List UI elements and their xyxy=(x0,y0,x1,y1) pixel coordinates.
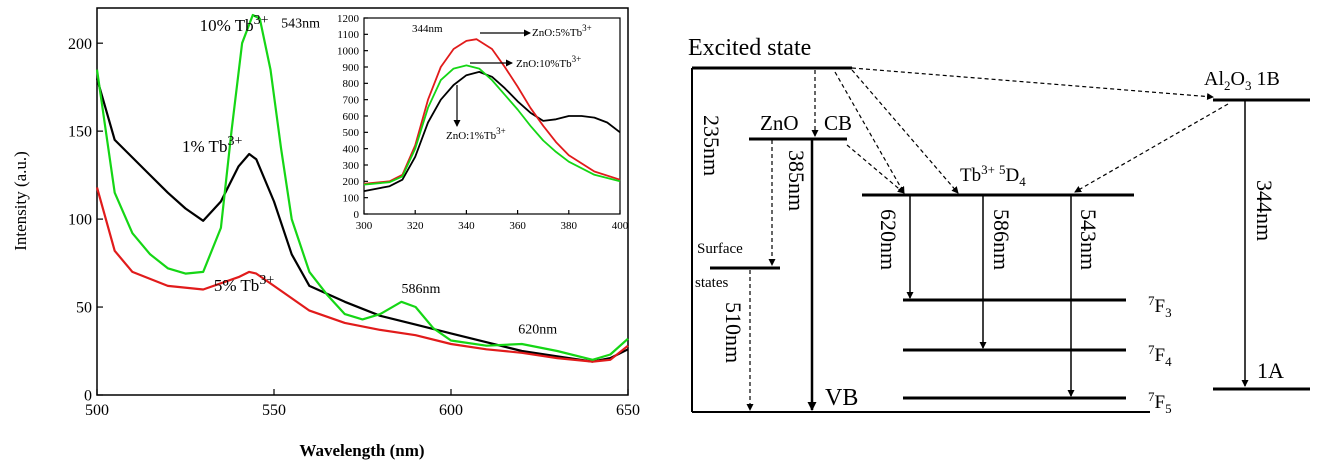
main-series-0 xyxy=(95,78,629,363)
inset-y-tick-label: 300 xyxy=(343,160,360,172)
main-y-tick-label: 100 xyxy=(68,212,92,229)
main-emission-chart: 500 550 600 650 0 50 100 150 200 10% Tb3+ 543nm 1%… xyxy=(11,7,640,460)
inset-1pct-label: ZnO:1%Tb3+ xyxy=(446,126,506,142)
arrow-excited-to-tb-a xyxy=(834,71,905,194)
main-x-tick-label: 600 xyxy=(439,402,463,419)
main-annotation: 1% Tb3+ xyxy=(182,134,243,156)
label-510nm: 510nm xyxy=(721,302,746,363)
energy-level-diagram: Excited state 235nm ZnO CB 385nm VB Surf… xyxy=(688,35,1310,416)
main-annotation: 543nm xyxy=(281,16,320,31)
f3-label: 7F3 xyxy=(1148,293,1172,320)
inset-y-tick-label: 200 xyxy=(343,176,360,188)
main-series-2 xyxy=(95,13,629,361)
inset-y-tick-label: 600 xyxy=(343,111,360,123)
inset-y-tick-label: 1100 xyxy=(337,29,359,41)
surface-label-2: states xyxy=(695,275,728,291)
inset-y-tick-label: 700 xyxy=(343,95,360,107)
main-annotations: 10% Tb3+ 543nm 1% Tb3+ 5% Tb3+ 586nm 620nm xyxy=(182,13,557,338)
arrow-excited-to-al2o3 xyxy=(851,67,1214,101)
inset-excitation-chart: 300 320 340 360 380 400 0 100 200 300 400 500 600 700… xyxy=(337,13,629,232)
label-385nm: 385nm xyxy=(784,150,809,211)
inset-y-tick-label: 800 xyxy=(343,78,360,90)
main-x-tick-label: 550 xyxy=(262,402,286,419)
inset-y-tick-label: 500 xyxy=(343,127,360,139)
zno-label: ZnO xyxy=(760,111,799,135)
main-x-tick-label: 500 xyxy=(85,402,109,419)
label-235nm: 235nm xyxy=(699,115,724,176)
inset-x-tick-label: 320 xyxy=(407,220,424,232)
f4-label: 7F4 xyxy=(1148,342,1172,369)
inset-y-tick-label: 1200 xyxy=(337,13,360,25)
f5-label: 7F5 xyxy=(1148,389,1172,416)
inset-y-tick-label: 400 xyxy=(343,144,360,156)
level-1a-label: 1A xyxy=(1257,358,1284,383)
inset-series-2 xyxy=(363,64,621,186)
inset-series-0 xyxy=(363,71,621,192)
inset-axis-ticks: 300 320 340 360 380 400 0 100 200 300 400 500 600 700… xyxy=(337,13,629,232)
excited-state-label: Excited state xyxy=(688,35,811,61)
label-586nm: 586nm xyxy=(989,209,1014,270)
main-annotation: 620nm xyxy=(518,322,557,337)
main-series-group xyxy=(95,13,629,363)
inset-10pct-label: ZnO:10%Tb3+ xyxy=(516,54,581,70)
inset-y-tick-label: 0 xyxy=(354,209,360,221)
al2o3-1b-label: Al2O3 1B xyxy=(1204,68,1280,93)
inset-x-tick-label: 340 xyxy=(458,220,475,232)
main-y-axis-label: Intensity (a.u.) xyxy=(11,151,30,251)
label-543nm: 543nm xyxy=(1076,209,1101,270)
main-annotation: 10% Tb3+ xyxy=(200,13,269,35)
inset-5pct-label: ZnO:5%Tb3+ xyxy=(532,23,592,39)
surface-label: Surface xyxy=(697,241,743,257)
inset-344nm-label: 344nm xyxy=(412,23,443,35)
inset-x-tick-label: 360 xyxy=(509,220,526,232)
inset-y-tick-label: 100 xyxy=(343,193,360,205)
main-y-tick-label: 200 xyxy=(68,36,92,53)
main-axis-ticks: 500 550 600 650 0 50 100 150 200 xyxy=(68,36,640,419)
main-annotation: 586nm xyxy=(401,282,440,297)
inset-annotations: 344nm ZnO:5%Tb3+ ZnO:10%Tb3+ ZnO:1%Tb3+ xyxy=(412,23,592,142)
inset-series-1 xyxy=(363,38,621,185)
main-y-tick-label: 0 xyxy=(84,388,92,405)
tb-5d4-label: Tb3+ 5D4 xyxy=(960,162,1026,189)
inset-x-tick-label: 380 xyxy=(561,220,578,232)
arrow-cb-to-tb xyxy=(846,144,905,194)
main-x-axis-label: Wavelength (nm) xyxy=(299,441,424,460)
arrow-al2o3-to-tb xyxy=(1074,103,1229,193)
inset-y-tick-label: 900 xyxy=(343,62,360,74)
main-x-tick-label: 650 xyxy=(616,402,640,419)
arrow-excited-to-tb-b xyxy=(851,69,959,194)
main-plot-frame xyxy=(96,7,629,396)
main-y-tick-label: 50 xyxy=(76,300,92,317)
main-y-tick-label: 150 xyxy=(68,124,92,141)
main-series-1 xyxy=(95,187,629,363)
label-620nm: 620nm xyxy=(876,209,901,270)
main-annotation: 5% Tb3+ xyxy=(214,273,275,295)
inset-y-tick-label: 1000 xyxy=(337,46,360,58)
vb-label: VB xyxy=(825,385,858,411)
inset-series-group xyxy=(363,38,621,192)
inset-x-tick-label: 300 xyxy=(356,220,373,232)
label-344nm: 344nm xyxy=(1252,180,1277,241)
inset-x-tick-label: 400 xyxy=(612,220,629,232)
cb-label: CB xyxy=(824,111,852,135)
